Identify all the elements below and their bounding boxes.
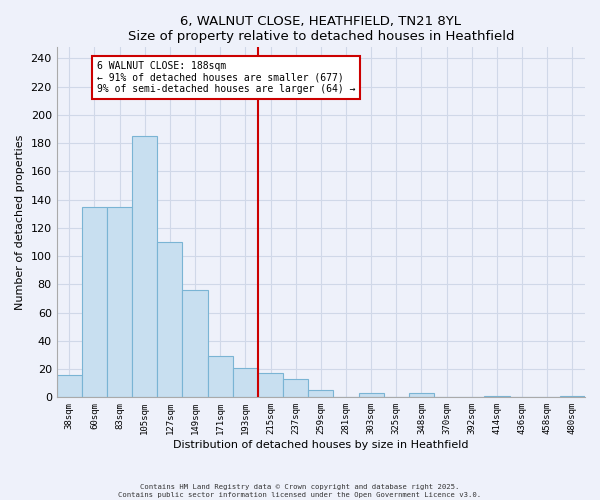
Bar <box>157 242 182 398</box>
Text: 6 WALNUT CLOSE: 188sqm
← 91% of detached houses are smaller (677)
9% of semi-det: 6 WALNUT CLOSE: 188sqm ← 91% of detached… <box>97 61 355 94</box>
Bar <box>308 390 334 398</box>
Bar <box>233 368 258 398</box>
Bar <box>560 396 585 398</box>
Bar <box>56 374 82 398</box>
Bar <box>409 393 434 398</box>
Bar <box>359 393 384 398</box>
X-axis label: Distribution of detached houses by size in Heathfield: Distribution of detached houses by size … <box>173 440 469 450</box>
Bar <box>82 206 107 398</box>
Bar <box>182 290 208 398</box>
Bar <box>283 379 308 398</box>
Bar <box>484 396 509 398</box>
Title: 6, WALNUT CLOSE, HEATHFIELD, TN21 8YL
Size of property relative to detached hous: 6, WALNUT CLOSE, HEATHFIELD, TN21 8YL Si… <box>128 15 514 43</box>
Bar <box>258 374 283 398</box>
Bar <box>132 136 157 398</box>
Bar <box>208 356 233 398</box>
Y-axis label: Number of detached properties: Number of detached properties <box>15 134 25 310</box>
Bar <box>107 206 132 398</box>
Text: Contains HM Land Registry data © Crown copyright and database right 2025.
Contai: Contains HM Land Registry data © Crown c… <box>118 484 482 498</box>
